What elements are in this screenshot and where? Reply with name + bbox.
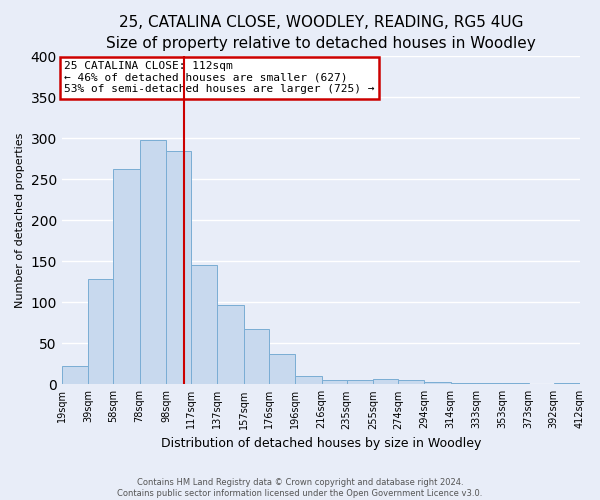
Bar bbox=[217, 305, 244, 384]
Bar bbox=[451, 382, 476, 384]
Bar bbox=[244, 328, 269, 384]
Bar bbox=[476, 382, 502, 384]
Text: Contains HM Land Registry data © Crown copyright and database right 2024.
Contai: Contains HM Land Registry data © Crown c… bbox=[118, 478, 482, 498]
Bar bbox=[88, 280, 113, 384]
Bar bbox=[347, 380, 373, 384]
Bar bbox=[554, 382, 580, 384]
Title: 25, CATALINA CLOSE, WOODLEY, READING, RG5 4UG
Size of property relative to detac: 25, CATALINA CLOSE, WOODLEY, READING, RG… bbox=[106, 15, 536, 51]
Y-axis label: Number of detached properties: Number of detached properties bbox=[15, 132, 25, 308]
Bar bbox=[62, 366, 88, 384]
Bar bbox=[140, 140, 166, 384]
Bar bbox=[269, 354, 295, 384]
Bar bbox=[424, 382, 451, 384]
Bar bbox=[295, 376, 322, 384]
Bar bbox=[191, 266, 217, 384]
Bar bbox=[113, 168, 140, 384]
Bar bbox=[398, 380, 424, 384]
Bar bbox=[322, 380, 347, 384]
Bar bbox=[373, 380, 398, 384]
Text: 25 CATALINA CLOSE: 112sqm
← 46% of detached houses are smaller (627)
53% of semi: 25 CATALINA CLOSE: 112sqm ← 46% of detac… bbox=[64, 62, 375, 94]
Bar bbox=[166, 152, 191, 384]
X-axis label: Distribution of detached houses by size in Woodley: Distribution of detached houses by size … bbox=[161, 437, 481, 450]
